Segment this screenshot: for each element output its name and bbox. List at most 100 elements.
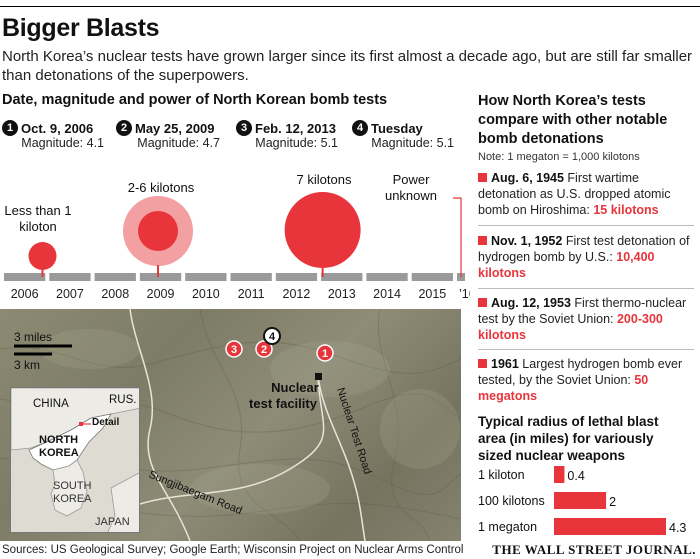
timeline-year-label: 2011	[238, 287, 265, 301]
event-magnitude: Magnitude: 5.1	[255, 136, 338, 150]
inset-locator-map: CHINA RUS. Detail NORTH KOREA SOUTH KORE…	[10, 387, 140, 533]
map-marker-4: 4	[263, 327, 281, 345]
road-line	[139, 375, 325, 505]
timeline-year-label: ’16	[459, 287, 470, 301]
event-date: Feb. 12, 2013	[255, 120, 336, 136]
fact-bullet	[478, 173, 487, 182]
event-date: May 25, 2009	[135, 120, 215, 136]
event-date: Oct. 9, 2006	[21, 120, 94, 136]
page-subtitle: North Korea’s nuclear tests have grown l…	[2, 48, 693, 84]
timeline-year-segment	[185, 273, 227, 281]
facility-label-line1: Nuclear	[271, 380, 319, 395]
inset-label-china: CHINA	[33, 398, 69, 410]
svg-text:2: 2	[261, 344, 267, 356]
facility-marker	[315, 373, 322, 380]
power-unknown-callout	[453, 197, 462, 277]
timeline-year-label: 2006	[11, 287, 39, 301]
fact-text: First test detonation of hydrogen bomb b…	[478, 234, 690, 264]
timeline-chart: 2006 2007 2008 2009 2010 2011 2012 2013 2014 2015…	[4, 192, 470, 301]
divider	[478, 225, 694, 226]
fact-item: 1961 Largest hydrogen bomb ever tested, …	[478, 356, 694, 404]
timeline-year-label: 2009	[147, 287, 175, 301]
svg-text:1: 1	[322, 348, 328, 360]
radius-value-label: 2	[609, 495, 616, 509]
scale-km-label: 3 km	[14, 358, 40, 372]
bubble-label-2006: Less than 1 kiloton	[4, 203, 72, 234]
event-magnitude: Magnitude: 4.1	[21, 136, 104, 150]
radius-value-label: 0.4	[567, 469, 584, 483]
timeline-year-label: 2012	[283, 287, 311, 301]
radius-bar-chart: 1 kiloton 0.4 100 kilotons 2 1 megaton 4.3	[478, 466, 686, 535]
timeline-year-segment	[230, 273, 272, 281]
inset-label-detail: Detail	[92, 417, 120, 428]
event-magnitude: Magnitude: 5.1	[371, 136, 454, 150]
right-section-title: How North Korea’s tests compare with oth…	[478, 93, 668, 147]
timeline-year-label: 2013	[328, 287, 356, 301]
timeline-year-label: 2014	[373, 287, 401, 301]
event-2: 2 May 25, 2009 Magnitude: 4.7	[116, 120, 231, 150]
timeline-year-segment	[321, 273, 363, 281]
svg-text:3: 3	[231, 344, 237, 356]
facility-label-line2: test facility	[249, 396, 318, 411]
map-marker-1: 1	[316, 344, 334, 362]
timeline-year-segment	[366, 273, 408, 281]
conversion-note: Note: 1 megaton = 1,000 kilotons	[478, 151, 640, 163]
event-number-badge: 2	[116, 120, 132, 136]
timeline-year-segment	[275, 273, 318, 281]
radius-chart-title: Typical radius of lethal blast area (in …	[478, 414, 659, 463]
radius-category-label: 1 megaton	[478, 520, 537, 534]
north-korea-shape	[28, 413, 112, 471]
timeline-year-segment	[411, 273, 453, 281]
radius-bar	[554, 466, 565, 483]
page-title: Bigger Blasts	[2, 14, 160, 42]
fact-power: 50 megatons	[478, 373, 649, 403]
fact-bullet	[478, 236, 487, 245]
event-number-badge: 4	[352, 120, 368, 136]
radius-category-label: 100 kilotons	[478, 494, 545, 508]
bubble-2009-min	[138, 211, 179, 251]
source-note: Sources: US Geological Survey; Google Ea…	[2, 544, 464, 556]
radius-value-label: 4.3	[669, 521, 686, 535]
top-rule	[0, 6, 700, 7]
inset-label-south-korea: SOUTH KOREA	[53, 480, 92, 505]
inset-label-rus: RUS.	[109, 394, 137, 406]
map-marker-3: 3	[225, 340, 243, 358]
bubble-label-2009: 2-6 kilotons	[127, 180, 195, 195]
inset-label-japan: JAPAN	[95, 516, 130, 528]
map-drawing: 3 miles 3 km Nuclear test facility Nucle…	[0, 309, 461, 541]
fact-text: First thermo-nuclear test by the Soviet …	[478, 296, 687, 326]
timeline-year-label: 2007	[56, 287, 84, 301]
event-date: Tuesday	[371, 120, 423, 136]
fact-item: Nov. 1, 1952 First test detonation of hy…	[478, 233, 694, 281]
bubble-label-2013: 7 kilotons	[296, 172, 352, 187]
road-line	[129, 309, 191, 541]
fact-power: 200-300 kilotons	[478, 312, 663, 342]
divider	[478, 349, 694, 350]
road-line	[317, 375, 366, 541]
radius-category-label: 1 kiloton	[478, 468, 525, 482]
timeline-year-segment	[4, 273, 46, 281]
inset-map-drawing	[11, 388, 139, 532]
event-number-badge: 1	[2, 120, 18, 136]
event-1: 1 Oct. 9, 2006 Magnitude: 4.1	[2, 120, 112, 150]
event-magnitude: Magnitude: 4.7	[137, 136, 220, 150]
scale-miles-label: 3 miles	[14, 330, 52, 344]
fact-bullet	[478, 359, 487, 368]
radius-bar	[554, 518, 666, 535]
timeline-year-label: 2008	[101, 287, 129, 301]
timeline-year-label: 2015	[418, 287, 446, 301]
event-4: 4 Tuesday Magnitude: 5.1	[352, 120, 460, 150]
inset-label-north-korea: NORTH KOREA	[39, 434, 79, 459]
road-label-nuclear-test: Nuclear Test Road	[334, 386, 373, 476]
bubble-label-2016: Power unknown	[384, 172, 438, 203]
timeline-year-label: 2010	[192, 287, 220, 301]
fact-power: 10,400 kilotons	[478, 250, 655, 280]
fact-date: Nov. 1, 1952	[491, 234, 563, 248]
event-3: 3 Feb. 12, 2013 Magnitude: 5.1	[236, 120, 351, 150]
timeline-year-segment	[94, 273, 136, 281]
event-number-badge: 3	[236, 120, 252, 136]
radius-bar	[554, 492, 607, 509]
timeline-year-segment	[139, 273, 182, 281]
fact-date: 1961	[491, 357, 519, 371]
publisher-credit: THE WALL STREET JOURNAL.	[492, 542, 696, 557]
